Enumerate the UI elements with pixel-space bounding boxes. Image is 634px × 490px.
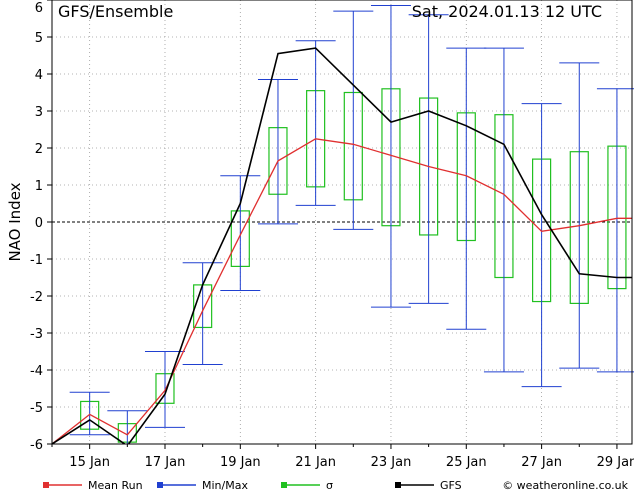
- y-tick-label: 6: [35, 1, 43, 16]
- x-tick-label: 29 Jan: [597, 455, 634, 470]
- copyright: © weatheronline.co.uk: [502, 479, 628, 490]
- y-tick-label: 2: [35, 142, 43, 157]
- x-tick-label: 23 Jan: [371, 455, 412, 470]
- legend-marker-sigma: [281, 482, 287, 488]
- legend-marker-minmax: [157, 482, 163, 488]
- x-tick-label: 15 Jan: [69, 455, 110, 470]
- y-axis-ticks: -6 -5 -4 -3 -2 -1 0 1 2 3 4 5 6: [30, 0, 52, 453]
- legend-marker-gfs: [395, 482, 401, 488]
- y-tick-label: 3: [35, 105, 43, 120]
- y-tick-label: -4: [30, 364, 43, 379]
- y-tick-label: -5: [30, 401, 43, 416]
- y-tick-label: -3: [30, 327, 43, 342]
- legend-marker-mean: [43, 482, 49, 488]
- y-axis-label: NAO Index: [6, 182, 24, 261]
- y-tick-label: -2: [30, 290, 43, 305]
- legend: Mean Run Min/Max σ GFS: [43, 479, 462, 490]
- x-tick-label: 19 Jan: [220, 455, 261, 470]
- x-tick-label: 21 Jan: [295, 455, 336, 470]
- y-tick-label: 1: [35, 179, 43, 194]
- series-lines: [52, 47, 632, 444]
- legend-label-sigma: σ: [326, 479, 333, 490]
- y-tick-label: -6: [30, 438, 43, 453]
- y-tick-label: -1: [30, 253, 43, 268]
- legend-label-minmax: Min/Max: [202, 479, 248, 490]
- gfs-line: [52, 47, 632, 444]
- y-tick-label: 0: [35, 216, 43, 231]
- header-right: Sat, 2024.01.13 12 UTC: [412, 2, 602, 21]
- minmax-bars: [69, 5, 634, 445]
- x-tick-label: 27 Jan: [521, 455, 562, 470]
- x-tick-label: 25 Jan: [446, 455, 487, 470]
- grid-lines: [52, 0, 632, 444]
- header-left: GFS/Ensemble: [58, 2, 173, 21]
- legend-label-mean: Mean Run: [88, 479, 143, 490]
- legend-label-gfs: GFS: [440, 479, 462, 490]
- y-tick-label: 4: [35, 68, 43, 83]
- x-axis-ticks: 15 Jan 17 Jan 19 Jan 21 Jan 23 Jan 25 Jan 27 J…: [51, 444, 634, 470]
- x-tick-label: 17 Jan: [145, 455, 186, 470]
- mean-run-line: [52, 138, 632, 444]
- y-tick-label: 5: [35, 31, 43, 46]
